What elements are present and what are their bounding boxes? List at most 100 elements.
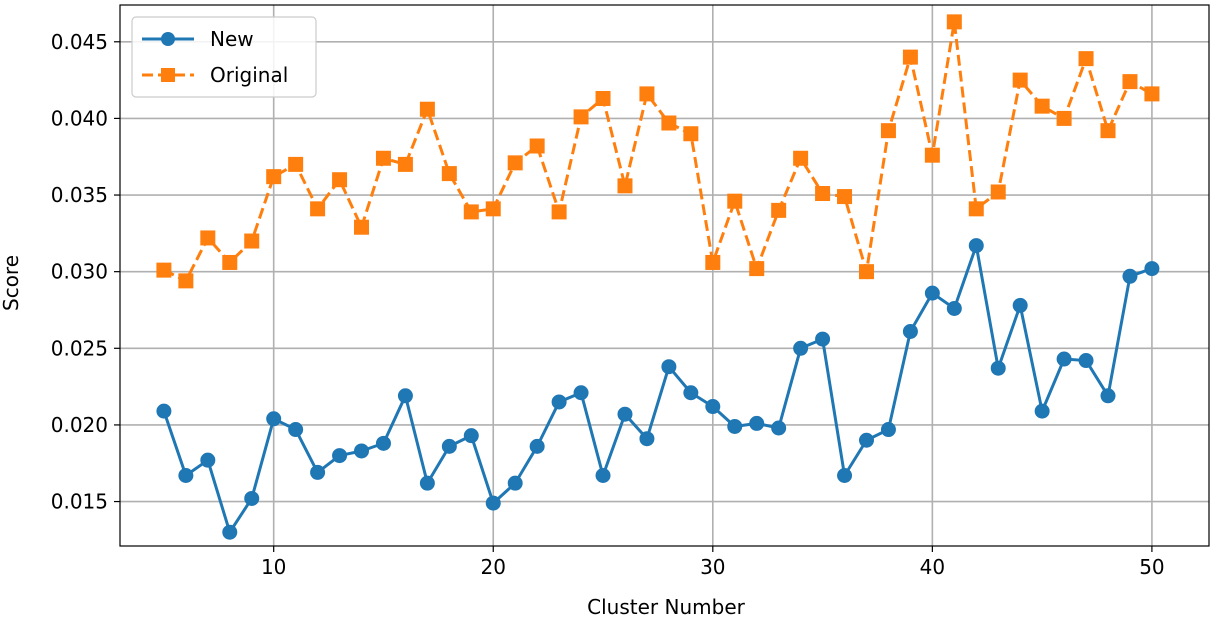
data-point-original [156,262,172,278]
data-point-original [771,202,787,218]
data-point-new [683,385,699,401]
data-point-original [727,193,743,209]
data-point-original [595,90,611,106]
data-point-new [924,285,940,301]
data-point-new [529,438,545,454]
series-original [156,14,1160,289]
legend-box [131,16,317,98]
data-point-original [375,150,391,166]
data-point-new [332,448,348,464]
data-point-original [1078,51,1094,67]
data-point-new [793,340,809,356]
x-tick-label: 30 [700,555,725,579]
data-point-original [1144,86,1160,102]
y-tick-label: 0.030 [51,260,108,284]
legend-marker-original [161,68,175,82]
x-tick-label: 40 [920,555,945,579]
data-point-new [837,468,853,484]
data-point-new [551,394,567,410]
data-point-new [1012,297,1028,313]
data-point-new [375,435,391,451]
y-tick-label: 0.040 [51,106,108,130]
legend-label-new: New [210,27,254,51]
data-point-new [463,428,479,444]
data-point-new [200,452,216,468]
data-point-new [266,411,282,427]
data-point-new [156,403,172,419]
data-point-original [419,101,435,117]
data-point-new [1078,353,1094,369]
data-point-new [968,238,984,254]
data-point-new [222,524,238,540]
data-point-original [617,178,633,194]
data-point-original [507,155,523,171]
data-point-original [222,254,238,270]
x-axis: 10 20 30 40 50 [261,546,1165,579]
data-point-original [463,204,479,220]
data-point-original [924,147,940,163]
data-point-original [837,189,853,205]
data-point-original [815,186,831,202]
data-point-new [441,438,457,454]
data-point-new [178,468,194,484]
data-point-original [880,123,896,139]
data-point-original [200,230,216,246]
plot-area-frame [119,4,1210,547]
data-point-original [332,172,348,188]
legend: New Original [131,16,317,98]
legend-entry-new: New [142,27,254,51]
data-point-new [815,331,831,347]
x-axis-label: Cluster Number [587,595,745,619]
data-point-new [990,360,1006,376]
data-point-new [617,406,633,422]
data-point-original [551,204,567,220]
data-point-original [705,254,721,270]
data-point-original [354,219,370,235]
y-tick-label: 0.015 [51,490,108,514]
y-tick-label: 0.035 [51,183,108,207]
data-point-new [749,415,765,431]
data-point-new [288,422,304,438]
data-point-new [573,385,589,401]
data-point-new [310,464,326,480]
data-point-new [397,388,413,404]
data-point-original [441,166,457,182]
data-point-new [946,300,962,316]
data-point-new [1100,388,1116,404]
data-point-new [354,443,370,459]
y-axis: 0.015 0.020 0.025 0.030 0.035 0.040 0.045 [51,30,120,514]
data-point-original [683,126,699,142]
y-tick-label: 0.020 [51,413,108,437]
data-point-original [749,261,765,277]
y-tick-label: 0.025 [51,336,108,360]
data-point-new [639,431,655,447]
data-point-original [1056,110,1072,126]
data-point-original [1122,74,1138,90]
data-point-original [244,233,260,249]
data-point-original [266,169,282,185]
data-point-new [595,468,611,484]
series-line-new [162,244,1153,534]
data-point-new [705,399,721,415]
data-point-new [880,422,896,438]
data-point-original [793,150,809,166]
data-point-original [573,109,589,125]
data-point-original [639,86,655,102]
data-point-original [178,273,194,289]
data-point-new [485,495,501,511]
data-point-original [485,201,501,217]
series-new [156,238,1160,540]
data-point-original [946,14,962,30]
data-point-new [507,475,523,491]
data-point-original [858,264,874,280]
data-point-new [244,490,260,506]
data-point-original [902,49,918,65]
data-point-new [661,359,677,375]
x-tick-label: 20 [481,555,506,579]
data-point-new [1034,403,1050,419]
data-point-original [1100,123,1116,139]
data-point-new [1122,268,1138,284]
series-layer [156,14,1160,540]
data-point-new [902,323,918,339]
